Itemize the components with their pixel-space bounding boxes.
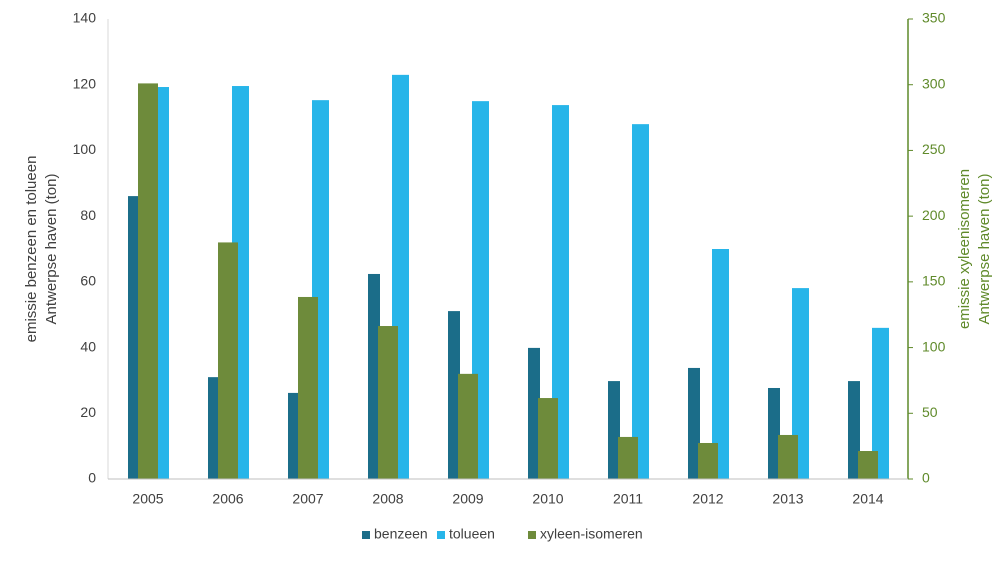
- bar: [608, 381, 620, 479]
- legend-swatch: [528, 531, 536, 539]
- x-tick-label: 2007: [292, 491, 323, 507]
- x-tick-label: 2014: [852, 491, 883, 507]
- y-tick-label: 100: [73, 141, 97, 157]
- bar: [858, 451, 878, 479]
- bar: [378, 326, 398, 479]
- legend-label: tolueen: [449, 526, 495, 542]
- bar: [632, 124, 649, 480]
- y2-tick-label: 0: [922, 470, 930, 486]
- y-tick-label: 140: [73, 10, 97, 26]
- bar: [778, 434, 798, 479]
- x-tick-label: 2011: [613, 491, 643, 507]
- bar: [618, 436, 638, 479]
- bar: [458, 373, 478, 479]
- y-axis-label: emissie benzeen en tolueen Antwerpse have…: [23, 156, 60, 343]
- legend-swatch: [362, 531, 370, 539]
- bar: [528, 347, 540, 479]
- bar: [368, 273, 380, 479]
- bar: [288, 392, 300, 479]
- y2-tick-label: 200: [922, 207, 946, 223]
- x-tick-label: 2008: [372, 491, 403, 507]
- bar: [128, 196, 140, 479]
- y2-tick-label: 100: [922, 338, 946, 354]
- legend-swatch: [437, 531, 445, 539]
- legend-label: xyleen-isomeren: [540, 526, 643, 542]
- y-tick-label: 40: [80, 338, 96, 354]
- bar: [712, 249, 729, 479]
- y2-tick-label: 50: [922, 404, 938, 420]
- x-tick-label: 2005: [132, 491, 163, 507]
- y2-axis-label-line: Antwerpse haven (ton): [976, 174, 993, 325]
- bar: [448, 311, 460, 479]
- y2-tick-label: 250: [922, 141, 946, 157]
- bar: [208, 377, 220, 479]
- bar: [552, 105, 569, 479]
- bar: [138, 83, 158, 480]
- y2-tick-label: 300: [922, 75, 946, 91]
- y-axis-label-line: emissie benzeen en tolueen: [23, 156, 40, 343]
- y2-tick-label: 350: [922, 10, 946, 26]
- y2-tick-label: 150: [922, 273, 946, 289]
- x-tick-label: 2012: [692, 491, 723, 507]
- y-tick-label: 20: [80, 404, 96, 420]
- y-tick-label: 120: [73, 75, 97, 91]
- x-tick-label: 2006: [212, 491, 243, 507]
- x-tick-label: 2009: [452, 491, 483, 507]
- y-tick-label: 60: [80, 273, 96, 289]
- y2-axis-label-line: emissie xyleenisomeren: [956, 169, 973, 329]
- bar: [688, 367, 700, 479]
- y-tick-label: 0: [88, 470, 96, 486]
- y-tick-label: 80: [80, 207, 96, 223]
- legend-label: benzeen: [374, 526, 428, 542]
- y-axis-label-line: Antwerpse haven (ton): [43, 174, 60, 325]
- bar: [768, 387, 780, 479]
- bar: [538, 398, 558, 479]
- y2-axis-label: emissie xyleenisomeren Antwerpse haven (t…: [956, 169, 993, 329]
- bar: [872, 327, 889, 479]
- x-tick-label: 2010: [532, 491, 563, 507]
- bar: [698, 442, 718, 479]
- bar: [792, 288, 809, 479]
- bar: [848, 381, 860, 479]
- x-tick-label: 2013: [772, 491, 803, 507]
- bar: [218, 242, 238, 479]
- bar: [298, 296, 318, 479]
